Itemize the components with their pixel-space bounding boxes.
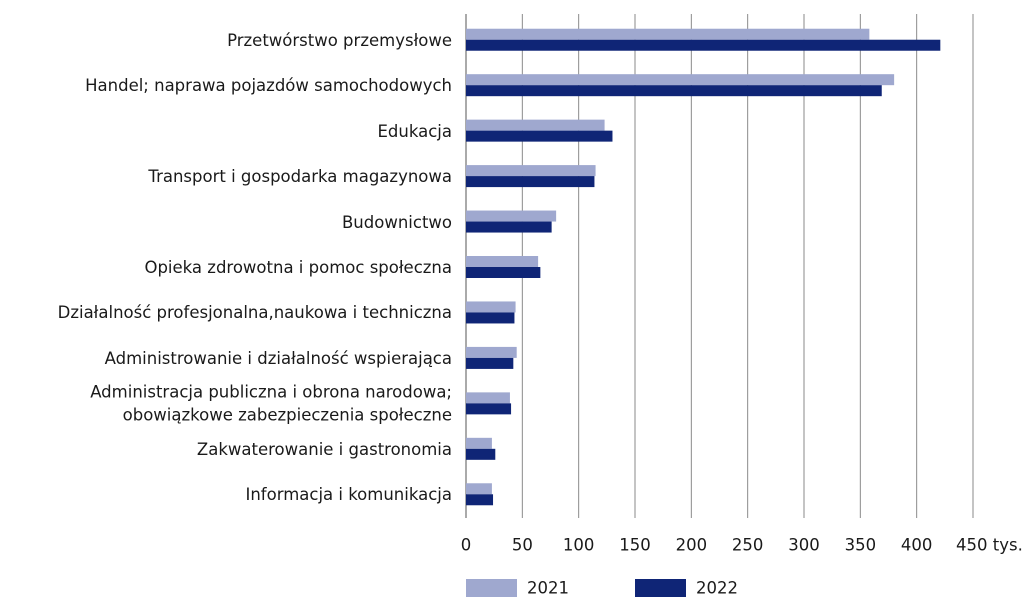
bar [466, 210, 557, 222]
legend-label: 2022 [696, 579, 738, 598]
bar [466, 176, 595, 188]
x-tick-label: 300 [788, 536, 820, 555]
x-tick-label: 150 [619, 536, 651, 555]
bar [466, 483, 492, 495]
bar [466, 221, 552, 233]
bar [466, 256, 539, 267]
bar [466, 39, 941, 51]
y-tick-label: Budownictwo [341, 212, 452, 232]
bar [466, 301, 516, 313]
bar [466, 119, 605, 131]
bar [466, 392, 510, 404]
x-tick-label: 100 [563, 536, 595, 555]
bar [466, 403, 512, 415]
bar [466, 437, 492, 449]
y-tick-label: Przetwórstwo przemysłowe [227, 30, 452, 50]
y-tick-label: Handel; naprawa pojazdów samochodowych [85, 76, 452, 96]
x-tick-label: 450 tys. [956, 536, 1023, 555]
bar [466, 267, 541, 278]
bar [466, 74, 895, 86]
y-tick-label: Transport i gospodarka magazynowa [148, 166, 452, 186]
legend-label: 2021 [527, 579, 569, 598]
x-tick-label: 200 [676, 536, 708, 555]
y-tick-label: Edukacja [377, 121, 453, 141]
x-tick-label: 350 [845, 536, 877, 555]
bar [466, 28, 870, 40]
y-tick-label: Zakwaterowanie i gastronomia [196, 439, 452, 459]
x-tick-label: 250 [732, 536, 764, 555]
bar [466, 494, 494, 506]
bar [466, 312, 515, 324]
y-tick-label: Administracja publiczna i obrona narodow… [90, 383, 452, 425]
x-tick-label: 50 [512, 536, 533, 555]
x-tick-label: 0 [461, 536, 472, 555]
y-tick-label: Administrowanie i działalność wspierając… [104, 348, 452, 368]
bar [466, 357, 514, 369]
legend-swatch [635, 579, 686, 597]
x-tick-label: 400 [901, 536, 933, 555]
bar [466, 85, 882, 97]
y-tick-label: Działalność profesjonalna,naukowa i tech… [57, 303, 452, 323]
bar [466, 130, 613, 142]
legend-swatch [466, 579, 517, 597]
bar [466, 165, 596, 177]
y-tick-label: Opieka zdrowotna i pomoc społeczna [144, 257, 452, 277]
bar [466, 346, 517, 358]
y-tick-label: Informacja i komunikacja [245, 485, 452, 505]
bar [466, 448, 496, 460]
